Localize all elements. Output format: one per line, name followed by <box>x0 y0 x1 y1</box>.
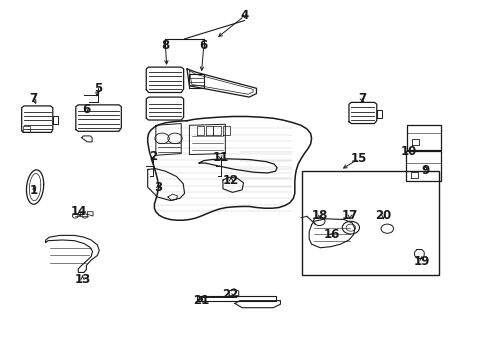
Text: 16: 16 <box>323 228 339 241</box>
Text: 9: 9 <box>421 164 429 177</box>
Text: 7: 7 <box>29 93 38 105</box>
Text: 14: 14 <box>71 205 87 218</box>
Text: 11: 11 <box>212 150 228 163</box>
Text: 1: 1 <box>29 184 38 197</box>
Text: 2: 2 <box>149 149 157 162</box>
Text: 4: 4 <box>240 9 248 22</box>
Text: 21: 21 <box>193 294 209 307</box>
Text: 17: 17 <box>341 209 357 222</box>
Text: 6: 6 <box>82 103 90 116</box>
Text: 18: 18 <box>311 209 328 222</box>
Text: 10: 10 <box>400 145 416 158</box>
Text: 15: 15 <box>349 152 366 165</box>
Text: 22: 22 <box>222 288 238 301</box>
Text: 6: 6 <box>199 40 207 53</box>
Text: 19: 19 <box>413 255 429 267</box>
Text: 8: 8 <box>161 40 169 53</box>
Text: 7: 7 <box>357 93 365 105</box>
Text: 5: 5 <box>94 82 102 95</box>
Text: 20: 20 <box>375 209 391 222</box>
Text: 13: 13 <box>74 273 90 286</box>
Bar <box>302 171 438 275</box>
Text: 12: 12 <box>223 174 239 187</box>
Text: 3: 3 <box>154 181 162 194</box>
